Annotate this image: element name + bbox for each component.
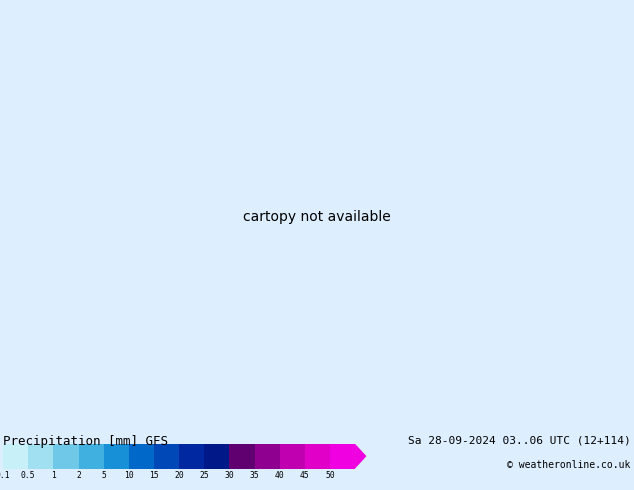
Bar: [3, 444, 29, 468]
Bar: [204, 444, 230, 468]
Text: cartopy not available: cartopy not available: [243, 210, 391, 224]
Text: 5: 5: [101, 471, 106, 480]
Bar: [53, 444, 79, 468]
Text: 2: 2: [76, 471, 81, 480]
Bar: [305, 444, 330, 468]
Text: 45: 45: [300, 471, 309, 480]
Text: 50: 50: [325, 471, 335, 480]
Text: Precipitation [mm] GFS: Precipitation [mm] GFS: [3, 435, 168, 448]
Text: © weatheronline.co.uk: © weatheronline.co.uk: [507, 460, 631, 469]
Text: 1: 1: [51, 471, 56, 480]
Bar: [179, 444, 204, 468]
Text: 35: 35: [250, 471, 259, 480]
Text: 40: 40: [275, 471, 285, 480]
Bar: [129, 444, 154, 468]
Text: 10: 10: [124, 471, 134, 480]
Bar: [154, 444, 179, 468]
Text: 20: 20: [174, 471, 184, 480]
Bar: [280, 444, 305, 468]
Bar: [230, 444, 254, 468]
Bar: [104, 444, 129, 468]
Bar: [254, 444, 280, 468]
Bar: [330, 444, 355, 468]
Text: 0.5: 0.5: [21, 471, 36, 480]
Polygon shape: [355, 444, 366, 468]
Text: 0.1: 0.1: [0, 471, 11, 480]
Text: 30: 30: [224, 471, 234, 480]
Bar: [79, 444, 104, 468]
Text: 25: 25: [199, 471, 209, 480]
Text: Sa 28-09-2024 03..06 UTC (12+114): Sa 28-09-2024 03..06 UTC (12+114): [408, 435, 631, 445]
Text: 15: 15: [149, 471, 159, 480]
Bar: [29, 444, 53, 468]
